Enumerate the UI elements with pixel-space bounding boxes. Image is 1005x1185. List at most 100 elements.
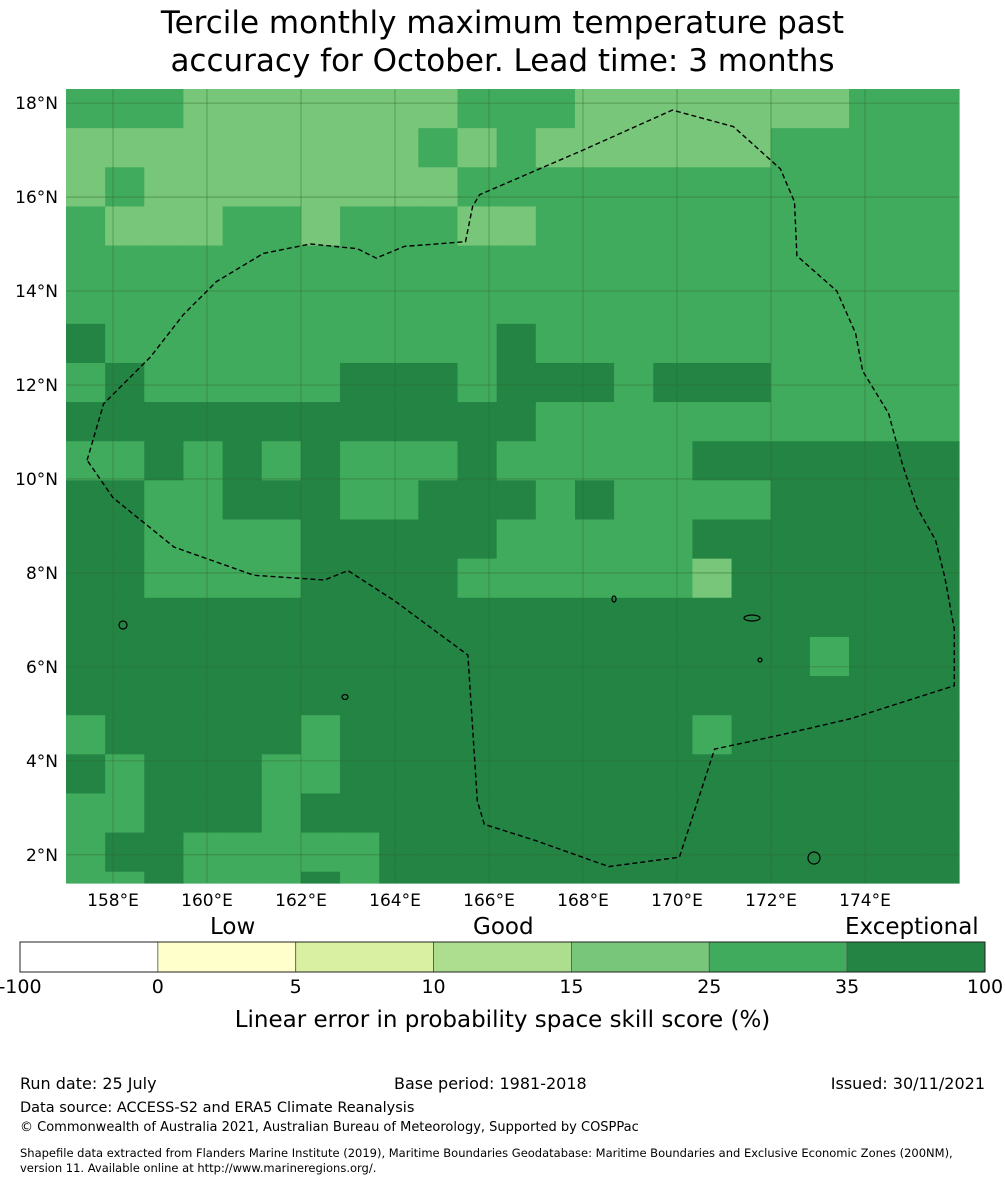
- grid-cell: [809, 245, 850, 286]
- grid-cell: [927, 832, 960, 873]
- grid-cell: [849, 636, 889, 677]
- grid-cell: [888, 362, 928, 403]
- grid-cell: [614, 793, 654, 834]
- grid-cell: [379, 832, 419, 873]
- grid-cell: [535, 871, 576, 884]
- colorbar-segment: [433, 941, 572, 973]
- grid-cell: [927, 519, 960, 560]
- grid-cell: [457, 206, 498, 247]
- grid-cell: [574, 89, 615, 129]
- grid-cell: [849, 245, 889, 286]
- island-outline: [341, 693, 349, 701]
- grid-cell: [653, 245, 694, 286]
- grid-cell: [379, 480, 419, 521]
- grid-cell: [144, 128, 185, 168]
- grid-cell: [418, 480, 459, 521]
- grid-cell: [535, 636, 576, 677]
- grid-cell: [888, 128, 928, 168]
- grid-cell: [809, 636, 850, 677]
- grid-cell: [222, 558, 263, 599]
- grid-cell: [809, 793, 850, 834]
- grid-cell: [222, 323, 263, 364]
- colorbar-outline: [19, 941, 986, 973]
- grid-cell: [183, 754, 224, 795]
- grid-cell: [261, 754, 302, 795]
- grid-cell: [261, 636, 302, 677]
- grid-cell: [144, 754, 185, 795]
- grid-cell: [496, 754, 537, 795]
- grid-cell: [66, 323, 106, 364]
- grid-cell: [340, 245, 380, 286]
- grid-cell: [379, 558, 419, 599]
- grid-cell: [379, 89, 419, 129]
- grid-cell: [770, 89, 811, 129]
- grid-cell: [457, 323, 498, 364]
- grid-cell: [418, 832, 459, 873]
- grid-cell: [340, 715, 380, 755]
- grid-cell: [731, 832, 772, 873]
- grid-cell: [222, 206, 263, 247]
- grid-cell: [261, 793, 302, 834]
- grid-cell: [105, 519, 145, 560]
- grid-cell: [692, 402, 733, 442]
- grid-cell: [418, 441, 459, 481]
- grid-cell: [574, 128, 615, 168]
- grid-cell: [457, 519, 498, 560]
- grid-cell: [849, 832, 889, 873]
- grid-cell: [770, 871, 811, 884]
- grid-cell: [261, 480, 302, 521]
- colorbar-tick-label: 10: [421, 976, 446, 998]
- grid-cell: [927, 754, 960, 795]
- grid-cell: [535, 441, 576, 481]
- grid-cell: [496, 402, 537, 442]
- grid-cell: [692, 323, 733, 364]
- data-source: Data source: ACCESS-S2 and ERA5 Climate …: [20, 1100, 415, 1116]
- grid-cell: [770, 323, 811, 364]
- grid-cell: [692, 754, 733, 795]
- grid-cell: [66, 519, 106, 560]
- grid-cell: [809, 167, 850, 208]
- grid-cell: [849, 715, 889, 755]
- grid-cell: [457, 245, 498, 286]
- grid-cell: [261, 323, 302, 364]
- grid-cell: [574, 402, 615, 442]
- grid-cell: [927, 597, 960, 638]
- grid-cell: [183, 558, 224, 599]
- grid-cell: [731, 597, 772, 638]
- grid-cell: [927, 558, 960, 599]
- grid-cell: [731, 754, 772, 795]
- grid-cell: [144, 480, 185, 521]
- grid-cell: [379, 754, 419, 795]
- grid-cell: [222, 362, 263, 403]
- grid-cell: [261, 362, 302, 403]
- grid-cell: [457, 362, 498, 403]
- grid-cell: [535, 89, 576, 129]
- grid-cell: [379, 519, 419, 560]
- grid-cell: [731, 480, 772, 521]
- grid-cell: [418, 402, 459, 442]
- grid-cell: [183, 245, 224, 286]
- grid-cell: [379, 402, 419, 442]
- grid-cell: [457, 871, 498, 884]
- latitude-tick-label: 14°N: [15, 282, 58, 302]
- grid-cell: [614, 597, 654, 638]
- longitude-tick-label: 160°E: [181, 891, 233, 911]
- grid-cell: [300, 441, 341, 481]
- grid-cell: [653, 715, 694, 755]
- grid-cell: [340, 167, 380, 208]
- grid-cell: [496, 832, 537, 873]
- grid-cell: [300, 245, 341, 286]
- grid-cell: [261, 89, 302, 129]
- grid-cell: [496, 597, 537, 638]
- grid-cell: [731, 636, 772, 677]
- grid-cell: [222, 832, 263, 873]
- grid-cell: [574, 441, 615, 481]
- grid-cell: [849, 871, 889, 884]
- grid-cell: [144, 167, 185, 208]
- grid-cell: [574, 636, 615, 677]
- grid-cell: [653, 793, 694, 834]
- grid-cell: [927, 793, 960, 834]
- grid-cell: [692, 89, 733, 129]
- grid-cell: [653, 871, 694, 884]
- grid-cell: [849, 323, 889, 364]
